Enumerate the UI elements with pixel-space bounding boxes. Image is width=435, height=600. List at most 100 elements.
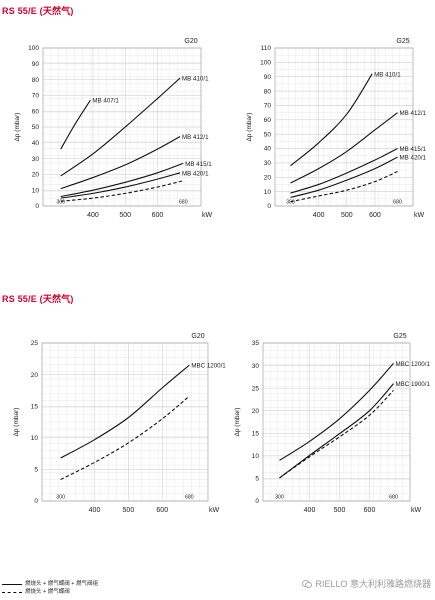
y-tick-label: 5 (255, 476, 259, 483)
legend-item-dashed: 燃烧头 + 燃气蝶阀 (2, 588, 98, 596)
range-label-max: 680 (389, 495, 398, 501)
y-tick-label: 20 (264, 174, 272, 181)
y-tick-label: 20 (31, 372, 39, 379)
series-line (60, 136, 181, 190)
series-line (60, 162, 184, 198)
y-tick-label: 50 (32, 124, 40, 131)
series-line-dashed (279, 390, 394, 479)
y-tick-label: 90 (264, 74, 272, 81)
y-tick-label: 20 (252, 408, 260, 415)
range-label-min: 300 (286, 200, 295, 206)
y-tick-label: 70 (264, 103, 272, 110)
grid (42, 47, 202, 207)
x-tick-label: 400 (313, 212, 325, 219)
y-tick-label: 50 (264, 131, 272, 138)
x-tick-label: 400 (304, 507, 316, 514)
series-label: MBC 1900/1 (396, 381, 431, 388)
x-tick-label: 400 (87, 212, 99, 219)
range-label-max: 680 (393, 200, 402, 206)
y-tick-label: 0 (255, 498, 259, 505)
wechat-icon (302, 579, 313, 588)
y-tick-label: 30 (252, 363, 260, 370)
y-tick-label: 30 (264, 160, 272, 167)
range-label-max: 680 (179, 200, 188, 206)
series-label: MBC 1200/1 (191, 363, 226, 370)
series-label: MB 412/1 (400, 110, 427, 117)
gas-label: G25 (393, 333, 406, 340)
chart-g25-mbc: 0 5 10 15 20 25 30 35 400 500 600 kW Δp (mbar) G25 300… (234, 333, 431, 514)
y-tick-label: 0 (34, 498, 38, 505)
series-line (290, 73, 373, 167)
y-tick-label: 10 (264, 189, 272, 196)
legend: 燃烧头 + 燃气蝶阀 + 燃气阀组 燃烧头 + 燃气蝶阀 (2, 580, 98, 596)
series-line (290, 156, 398, 198)
y-tick-label: 10 (32, 187, 40, 194)
plot-frame (274, 47, 414, 207)
legend-label-solid: 燃烧头 + 燃气蝶阀 + 燃气阀组 (25, 581, 99, 587)
chart-g25-mb: 0 10 20 30 40 50 60 70 80 90 100 110 400 500 600 kW Δp (… (246, 38, 427, 219)
watermark: RIELLO 意大利利雅路燃烧器 (302, 577, 431, 590)
plot-frame (41, 342, 209, 502)
series-line-dashed (60, 180, 184, 202)
y-tick-label: 80 (32, 77, 40, 84)
series-label: MB 407/1 (92, 98, 119, 105)
y-tick-label: 90 (32, 61, 40, 68)
y-tick-label: 60 (32, 108, 40, 115)
series-line (290, 112, 398, 184)
series-line-dashed (290, 171, 398, 203)
gas-label: G20 (184, 38, 197, 45)
x-axis-label: kW (202, 212, 213, 219)
chart-g20-mb: 0 10 20 30 40 50 60 70 80 90 100 400 500 600 kW Δp (mba… (14, 38, 213, 219)
series-label: MB 415/1 (400, 146, 427, 153)
y-tick-label: 0 (35, 203, 39, 210)
y-tick-label: 40 (264, 146, 272, 153)
y-tick-label: 15 (31, 403, 39, 410)
y-tick-label: 70 (32, 93, 40, 100)
x-tick-label: 500 (123, 507, 135, 514)
y-tick-label: 30 (32, 156, 40, 163)
plot-frame (42, 47, 202, 207)
solid-line-swatch (2, 583, 22, 585)
y-tick-label: 25 (31, 340, 39, 347)
x-tick-label: 600 (369, 212, 381, 219)
x-tick-label: 500 (341, 212, 353, 219)
range-label-min: 300 (56, 495, 65, 501)
x-tick-label: 600 (152, 212, 164, 219)
y-tick-label: 10 (252, 453, 260, 460)
y-tick-label: 10 (31, 435, 39, 442)
y-tick-label: 15 (252, 430, 260, 437)
plot-frame (262, 342, 411, 502)
y-tick-label: 60 (264, 117, 272, 124)
y-axis-label: Δp (mbar) (246, 113, 253, 142)
gas-label: G20 (191, 333, 204, 340)
series-line (60, 77, 181, 177)
series-label: MB 415/1 (185, 161, 212, 168)
chart-g20-mbc: 0 5 10 15 20 25 400 500 600 kW Δp (mbar) G20 300 680 M… (13, 333, 226, 514)
x-tick-label: 500 (119, 212, 131, 219)
y-tick-label: 80 (264, 88, 272, 95)
series-line (60, 364, 190, 459)
y-tick-label: 110 (261, 45, 272, 52)
series-label: MB 410/1 (182, 76, 209, 83)
series-label: MBC 1200/1 (396, 361, 431, 368)
x-tick-label: 400 (89, 507, 101, 514)
x-axis-label: kW (414, 212, 425, 219)
series-line (60, 99, 91, 150)
y-axis-label: Δp (mbar) (13, 408, 20, 437)
grid (41, 342, 209, 502)
y-tick-label: 20 (32, 172, 40, 179)
x-tick-label: 600 (156, 507, 168, 514)
series-line (279, 362, 394, 461)
x-axis-label: kW (411, 507, 422, 514)
series-line (60, 172, 181, 199)
y-tick-label: 100 (28, 45, 39, 52)
y-tick-label: 5 (34, 467, 38, 474)
range-label-min: 300 (275, 495, 284, 501)
section-title: RS 55/E (天然气) (2, 6, 74, 16)
y-tick-label: 100 (260, 60, 271, 67)
x-tick-label: 600 (364, 507, 376, 514)
series-label: MB 420/1 (182, 170, 209, 177)
watermark-text: RIELLO 意大利利雅路燃烧器 (315, 579, 431, 589)
series-label: MB 420/1 (400, 155, 427, 162)
series-line (290, 148, 398, 194)
